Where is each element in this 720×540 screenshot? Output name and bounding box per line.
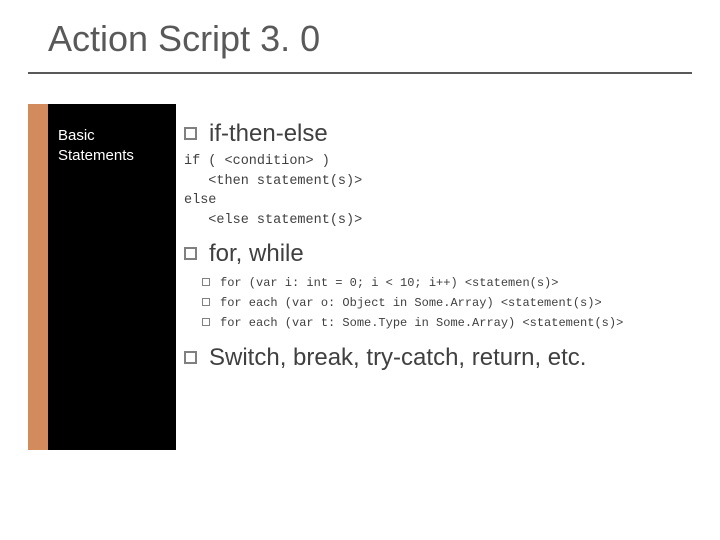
title-underline xyxy=(28,72,692,74)
sidebar-line-1: Basic xyxy=(58,126,166,146)
list-item: for each (var t: Some.Type in Some.Array… xyxy=(184,314,700,332)
heading-ifthenelse: if-then-else xyxy=(209,120,328,148)
code-ifthenelse: if ( <condition> ) <then statement(s)> e… xyxy=(184,152,700,230)
code-line: for each (var t: Some.Type in Some.Array… xyxy=(220,314,623,332)
square-bullet-icon xyxy=(202,318,210,326)
section-forwhile: for, while xyxy=(184,240,700,268)
square-bullet-icon xyxy=(184,127,197,140)
content-area: if-then-else if ( <condition> ) <then st… xyxy=(184,120,700,372)
square-bullet-icon xyxy=(202,298,210,306)
slide-title: Action Script 3. 0 xyxy=(48,18,320,60)
code-line: for each (var o: Object in Some.Array) <… xyxy=(220,294,602,312)
forwhile-items: for (var i: int = 0; i < 10; i++) <state… xyxy=(184,274,700,332)
list-item: for (var i: int = 0; i < 10; i++) <state… xyxy=(184,274,700,292)
section-other: Switch, break, try-catch, return, etc. xyxy=(184,344,700,372)
code-line: for (var i: int = 0; i < 10; i++) <state… xyxy=(220,274,558,292)
section-ifthenelse: if-then-else xyxy=(184,120,700,148)
square-bullet-icon xyxy=(202,278,210,286)
square-bullet-icon xyxy=(184,351,197,364)
heading-other: Switch, break, try-catch, return, etc. xyxy=(209,344,586,372)
sidebar: Basic Statements xyxy=(48,104,176,450)
accent-bar xyxy=(28,104,48,450)
square-bullet-icon xyxy=(184,247,197,260)
heading-forwhile: for, while xyxy=(209,240,304,268)
sidebar-line-2: Statements xyxy=(58,146,166,166)
list-item: for each (var o: Object in Some.Array) <… xyxy=(184,294,700,312)
